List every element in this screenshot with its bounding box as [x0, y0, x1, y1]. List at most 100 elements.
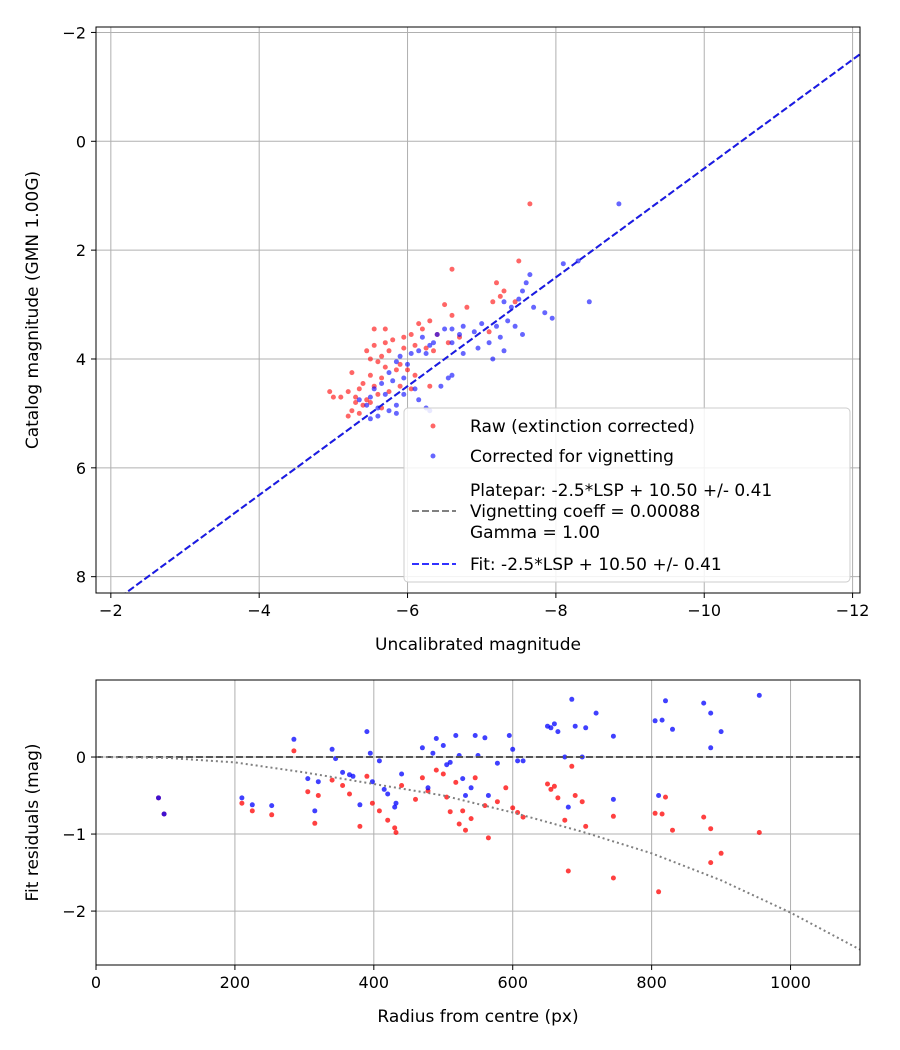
data-point	[375, 413, 381, 419]
data-point	[269, 812, 275, 818]
data-point	[447, 759, 453, 765]
data-point	[447, 809, 453, 815]
data-point	[423, 345, 429, 351]
data-point	[472, 775, 478, 781]
data-point	[371, 386, 377, 392]
data-point	[434, 332, 440, 337]
data-point	[327, 389, 333, 395]
data-point	[497, 334, 503, 340]
data-point	[756, 692, 762, 698]
bottom-x-axis-label: Radius from centre (px)	[377, 1007, 578, 1027]
data-point	[463, 793, 468, 798]
data-point	[375, 359, 381, 365]
data-point	[416, 321, 422, 327]
data-point	[516, 258, 522, 264]
top-legend: Raw (extinction corrected) Corrected for …	[403, 407, 851, 583]
data-point	[291, 748, 297, 754]
data-point	[156, 795, 161, 801]
data-point	[239, 800, 245, 806]
data-point	[572, 723, 578, 729]
data-point	[427, 318, 433, 324]
data-point	[659, 811, 665, 817]
data-point	[486, 329, 492, 335]
data-point	[464, 304, 470, 310]
data-point	[381, 786, 387, 792]
data-point	[315, 779, 321, 785]
data-point	[449, 326, 455, 332]
data-point	[593, 710, 599, 716]
data-point	[663, 698, 668, 704]
data-point	[555, 795, 561, 801]
data-point	[291, 736, 297, 742]
legend-label: Vignetting coeff = 0.00088	[470, 502, 700, 522]
data-point	[551, 783, 557, 789]
data-point	[444, 794, 450, 800]
data-point	[652, 810, 658, 816]
data-point	[440, 771, 446, 777]
data-point	[364, 402, 370, 408]
data-point	[431, 340, 436, 346]
data-point	[583, 725, 589, 731]
data-point	[586, 299, 592, 305]
data-point	[515, 758, 521, 764]
data-point	[412, 372, 418, 378]
data-point	[349, 408, 355, 414]
data-point	[565, 804, 571, 810]
data-point	[353, 394, 359, 400]
top-series	[124, 53, 860, 593]
data-point	[367, 372, 373, 378]
data-point	[386, 389, 392, 395]
y-tick-label: 0	[76, 748, 86, 767]
data-point	[392, 825, 398, 831]
data-point	[468, 816, 474, 822]
data-point	[512, 299, 518, 305]
data-point	[364, 773, 370, 779]
data-point	[440, 743, 446, 748]
data-point	[305, 789, 311, 795]
data-point	[382, 391, 388, 397]
data-point	[399, 783, 405, 788]
data-point	[562, 754, 568, 760]
data-point	[419, 775, 425, 781]
data-point	[425, 785, 431, 791]
data-point	[551, 721, 557, 727]
data-point	[338, 394, 344, 400]
data-point	[490, 299, 496, 305]
data-point	[548, 725, 554, 731]
data-point	[485, 793, 491, 798]
data-point	[569, 763, 575, 769]
data-point	[442, 302, 448, 308]
data-point	[393, 367, 399, 373]
data-point	[419, 745, 425, 751]
data-point	[401, 375, 407, 381]
data-point	[445, 340, 451, 346]
data-point	[382, 326, 388, 332]
data-point	[390, 378, 396, 384]
data-point	[531, 304, 537, 310]
data-point	[449, 312, 455, 318]
data-point	[367, 750, 373, 756]
data-point	[249, 802, 255, 808]
data-point	[482, 803, 488, 809]
data-point	[501, 299, 507, 305]
data-point	[386, 408, 392, 414]
data-point	[565, 868, 571, 874]
data-point	[472, 733, 478, 738]
data-point	[562, 817, 568, 823]
y-tick-label: 4	[76, 350, 86, 369]
y-tick-label: 2	[76, 241, 86, 260]
data-point	[408, 332, 414, 337]
data-point	[364, 397, 370, 403]
data-point	[656, 889, 662, 895]
data-point	[405, 361, 410, 367]
data-point	[379, 381, 385, 386]
data-point	[347, 791, 352, 797]
data-point	[453, 779, 459, 785]
data-point	[356, 386, 362, 392]
data-point	[397, 361, 403, 367]
data-point	[652, 718, 658, 724]
data-point	[506, 733, 512, 738]
legend-label: Corrected for vignetting	[470, 447, 674, 467]
x-tick-label: −12	[836, 601, 870, 620]
data-point	[369, 800, 375, 806]
